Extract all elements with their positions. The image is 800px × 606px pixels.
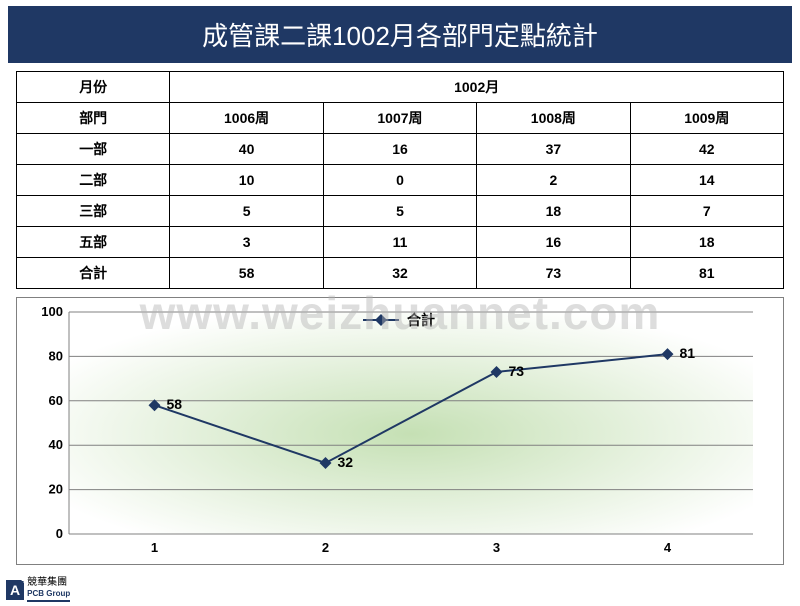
page-title: 成管課二課1002月各部門定點統計: [8, 6, 792, 63]
cell: 5: [323, 196, 476, 227]
logo-letter-box: A +: [6, 580, 24, 600]
cell: 10: [170, 165, 323, 196]
cell: 42: [630, 134, 783, 165]
brand-top: 競華集團: [27, 577, 70, 588]
svg-text:58: 58: [167, 396, 183, 412]
svg-text:0: 0: [56, 526, 63, 541]
brand-sub: PCB Group: [27, 588, 70, 599]
cell: 32: [323, 258, 476, 289]
chart-svg: 0 20 40 60 80 100 1 2 3 4 58 32 73 81 合計: [27, 306, 773, 560]
svg-text:3: 3: [493, 540, 500, 555]
table-row: 月份 1002月: [17, 72, 784, 103]
svg-text:1: 1: [151, 540, 158, 555]
svg-text:合計: 合計: [407, 312, 435, 328]
week-header: 1008周: [477, 103, 630, 134]
cell: 16: [477, 227, 630, 258]
cell: 0: [323, 165, 476, 196]
svg-text:40: 40: [49, 437, 63, 452]
svg-text:2: 2: [322, 540, 329, 555]
svg-text:80: 80: [49, 348, 63, 363]
svg-text:100: 100: [41, 306, 63, 319]
logo-letter: A: [10, 582, 20, 598]
week-header: 1006周: [170, 103, 323, 134]
footer-logo: A + 競華集團 PCB Group: [6, 577, 70, 602]
cell: 73: [477, 258, 630, 289]
row-label: 三部: [17, 196, 170, 227]
line-chart: 0 20 40 60 80 100 1 2 3 4 58 32 73 81 合計: [27, 306, 773, 560]
month-value-cell: 1002月: [170, 72, 784, 103]
cell: 18: [630, 227, 783, 258]
cell: 37: [477, 134, 630, 165]
week-header: 1007周: [323, 103, 476, 134]
cell: 16: [323, 134, 476, 165]
month-label-cell: 月份: [17, 72, 170, 103]
svg-text:4: 4: [664, 540, 672, 555]
cell: 5: [170, 196, 323, 227]
cell: 14: [630, 165, 783, 196]
table-row: 部門 1006周 1007周 1008周 1009周: [17, 103, 784, 134]
dept-label-cell: 部門: [17, 103, 170, 134]
cell: 18: [477, 196, 630, 227]
week-header: 1009周: [630, 103, 783, 134]
row-label: 合計: [17, 258, 170, 289]
cell: 58: [170, 258, 323, 289]
cell: 40: [170, 134, 323, 165]
row-label: 二部: [17, 165, 170, 196]
cell: 81: [630, 258, 783, 289]
cell: 11: [323, 227, 476, 258]
data-table-container: 月份 1002月 部門 1006周 1007周 1008周 1009周 一部 4…: [16, 71, 784, 289]
svg-text:81: 81: [680, 345, 696, 361]
table-row: 二部 10 0 2 14: [17, 165, 784, 196]
cell: 3: [170, 227, 323, 258]
cell: 2: [477, 165, 630, 196]
row-label: 一部: [17, 134, 170, 165]
logo-plus: +: [21, 576, 27, 587]
table-row: 三部 5 5 18 7: [17, 196, 784, 227]
table-row: 五部 3 11 16 18: [17, 227, 784, 258]
cell: 7: [630, 196, 783, 227]
line-chart-container: 0 20 40 60 80 100 1 2 3 4 58 32 73 81 合計: [16, 297, 784, 565]
table-row: 一部 40 16 37 42: [17, 134, 784, 165]
svg-text:73: 73: [509, 363, 525, 379]
table-row: 合計 58 32 73 81: [17, 258, 784, 289]
svg-text:32: 32: [338, 454, 354, 470]
data-table: 月份 1002月 部門 1006周 1007周 1008周 1009周 一部 4…: [16, 71, 784, 289]
svg-text:20: 20: [49, 482, 63, 497]
svg-text:60: 60: [49, 393, 63, 408]
row-label: 五部: [17, 227, 170, 258]
brand-text: 競華集團 PCB Group: [27, 577, 70, 602]
